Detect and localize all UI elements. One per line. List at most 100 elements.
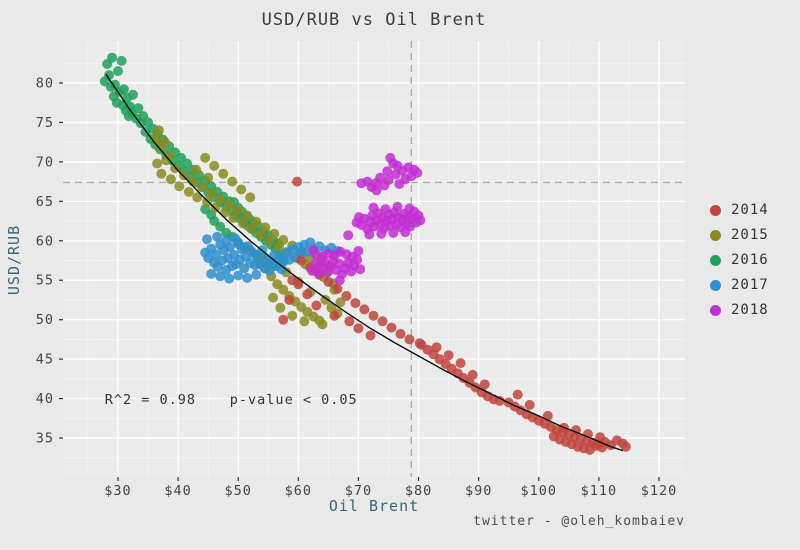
data-point-2015	[161, 155, 172, 166]
data-point-2018	[388, 227, 399, 238]
data-point-2018	[415, 215, 426, 226]
data-point-2015	[156, 168, 167, 179]
data-point-2015	[191, 164, 202, 175]
y-tick-label: 35	[36, 431, 54, 447]
data-point-2018	[380, 204, 391, 215]
legend-item-2014: 2014	[710, 202, 769, 218]
data-point-2014	[292, 176, 303, 187]
x-tick-label: $90	[465, 483, 492, 499]
y-tick-label: 80	[36, 75, 54, 91]
data-point-2015	[215, 194, 226, 204]
x-tick-label: $110	[581, 483, 618, 499]
data-point-2017	[233, 270, 244, 281]
data-point-2015	[260, 222, 271, 233]
data-point-2015	[251, 216, 262, 227]
data-point-2014	[512, 389, 523, 400]
data-point-2018	[355, 264, 366, 275]
data-point-2018	[364, 229, 375, 240]
data-point-2015	[278, 284, 289, 295]
legend-swatch-2016	[710, 254, 721, 266]
data-point-2014	[494, 395, 505, 406]
data-point-2014	[341, 291, 352, 301]
y-tick-label: 60	[36, 233, 54, 249]
data-point-2015	[197, 182, 208, 193]
y-tick-label: 40	[36, 391, 54, 407]
x-tick-label: $30	[104, 483, 131, 499]
data-point-2016	[182, 158, 193, 169]
data-point-2016	[133, 103, 144, 114]
x-tick-label: $40	[164, 483, 191, 499]
stats-annotation: p-value < 0.05	[230, 392, 358, 408]
data-point-2014	[467, 369, 478, 380]
data-point-2015	[238, 218, 248, 229]
data-point-2014	[323, 276, 334, 287]
points-2018	[307, 152, 426, 286]
data-point-2017	[215, 271, 226, 282]
data-point-2016	[128, 89, 138, 100]
data-point-2014	[443, 350, 454, 361]
data-point-2014	[620, 441, 631, 452]
data-point-2016	[107, 52, 117, 63]
data-point-2015	[268, 292, 279, 303]
points-2014	[278, 176, 631, 455]
data-point-2015	[218, 168, 229, 179]
data-point-2015	[233, 205, 244, 215]
x-tick-label: $60	[285, 483, 312, 499]
data-point-2015	[227, 176, 238, 187]
data-point-2018	[371, 185, 382, 196]
data-point-2014	[414, 338, 425, 349]
data-point-2014	[353, 323, 364, 334]
data-point-2017	[212, 231, 223, 242]
data-point-2015	[188, 176, 199, 187]
plot-panel	[63, 41, 685, 477]
x-tick-label: $50	[225, 483, 252, 499]
x-tick-label: $120	[641, 483, 678, 499]
data-point-2014	[365, 330, 376, 341]
data-point-2017	[224, 273, 235, 284]
data-point-2017	[206, 268, 217, 279]
data-point-2016	[104, 70, 114, 81]
data-point-2015	[317, 319, 328, 330]
data-point-2018	[353, 246, 364, 256]
data-point-2016	[116, 55, 127, 66]
data-point-2015	[287, 310, 298, 321]
data-point-2015	[174, 181, 185, 192]
y-tick-label: 70	[36, 154, 54, 170]
data-point-2018	[343, 230, 354, 241]
data-point-2018	[392, 201, 403, 212]
data-point-2015	[203, 172, 214, 183]
y-tick-label: 65	[36, 194, 54, 210]
legend-label: 2018	[731, 302, 769, 318]
data-point-2018	[368, 202, 379, 213]
data-point-2015	[153, 125, 164, 136]
data-point-2018	[382, 166, 393, 177]
data-point-2015	[299, 316, 310, 327]
legend-swatch-2017	[710, 279, 721, 291]
data-point-2017	[264, 265, 275, 276]
data-point-2015	[192, 192, 203, 203]
y-tick-label: 45	[36, 352, 54, 368]
data-point-2015	[335, 297, 346, 308]
data-point-2018	[404, 203, 415, 214]
data-point-2017	[251, 269, 262, 280]
data-point-2014	[311, 300, 322, 311]
y-tick-label: 75	[36, 115, 54, 131]
data-point-2018	[375, 172, 386, 183]
data-point-2014	[329, 310, 340, 321]
legend-label: 2015	[731, 227, 769, 243]
legend-swatch-2018	[710, 304, 721, 316]
data-point-2014	[524, 399, 535, 410]
stats-annotation: R^2 = 0.98	[105, 392, 196, 408]
data-point-2015	[224, 199, 235, 210]
data-point-2018	[334, 275, 345, 286]
data-point-2015	[209, 160, 220, 171]
data-point-2015	[320, 294, 331, 305]
data-point-2015	[152, 158, 163, 169]
y-tick-label: 50	[36, 312, 54, 328]
legend-swatch-2015	[710, 229, 721, 241]
data-point-2014	[595, 432, 606, 443]
legend-item-2018: 2018	[710, 302, 769, 318]
data-point-2014	[332, 283, 343, 294]
data-point-2014	[395, 328, 406, 339]
data-point-2015	[245, 192, 256, 203]
